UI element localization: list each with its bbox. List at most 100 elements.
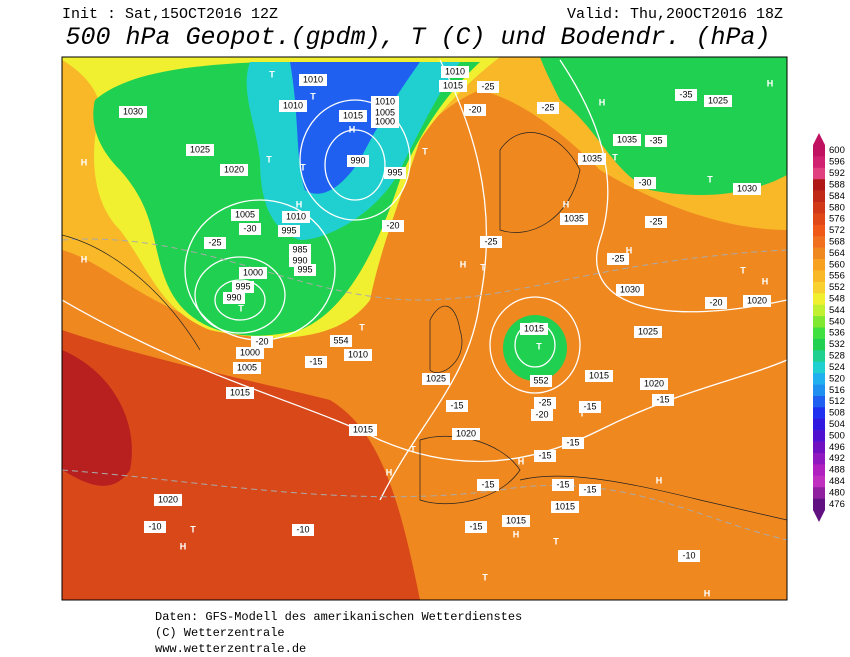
contour-label: -35 [679, 89, 692, 99]
label-box [330, 335, 352, 347]
colorbar-swatch [813, 418, 825, 431]
contour-label: 1015 [506, 515, 526, 525]
contour-label: 1020 [456, 428, 476, 438]
contour-label: -10 [148, 521, 161, 531]
contour-label: 552 [533, 375, 548, 385]
pressure-center: T [300, 162, 306, 172]
colorbar-swatch [813, 384, 825, 397]
contour-label: 554 [333, 335, 348, 345]
contour-label: 1025 [426, 373, 446, 383]
colorbar-label: 584 [829, 191, 845, 202]
colorbar-swatch [813, 270, 825, 283]
colorbar-swatch [813, 498, 825, 511]
label-box [371, 96, 399, 108]
contour-label: -20 [255, 336, 268, 346]
pressure-center: H [518, 456, 525, 466]
label-box [579, 401, 601, 413]
colorbar-label: 576 [829, 214, 845, 225]
label-box [279, 100, 307, 112]
label-box [551, 501, 579, 513]
contour-label: -35 [649, 135, 662, 145]
colorbar-label: 552 [829, 282, 845, 293]
colorbar-label: 544 [829, 305, 845, 316]
contour-label: 1005 [237, 362, 257, 372]
colorbar-cap [813, 510, 825, 522]
colorbar-label: 508 [829, 408, 845, 419]
contour-label: -15 [566, 437, 579, 447]
contour-label: 990 [226, 292, 241, 302]
contour-label: 995 [281, 225, 296, 235]
footer-line: www.wetterzentrale.de [155, 642, 306, 656]
contour-label: -30 [638, 177, 651, 187]
label-box [634, 177, 656, 189]
pressure-center: H [81, 157, 88, 167]
label-box [675, 89, 697, 101]
pressure-center: T [410, 444, 416, 454]
label-box [531, 409, 553, 421]
contour-label: -25 [649, 216, 662, 226]
label-box [292, 524, 314, 536]
label-box [223, 292, 245, 304]
colorbar-label: 548 [829, 294, 845, 305]
pressure-center: H [81, 254, 88, 264]
pressure-center: H [704, 588, 711, 598]
pressure-center: H [386, 467, 393, 477]
label-box [578, 153, 606, 165]
contour-label: 1020 [747, 295, 767, 305]
label-box [534, 450, 556, 462]
label-box [384, 167, 406, 179]
contour-label: -25 [481, 81, 494, 91]
contour-label: 990 [350, 155, 365, 165]
pressure-center: T [359, 322, 365, 332]
contour-label: 1015 [524, 323, 544, 333]
colorbar-label: 516 [829, 385, 845, 396]
map-frame [61, 56, 788, 601]
colorbar-swatch [813, 156, 825, 169]
label-box [562, 437, 584, 449]
colorbar-label: 520 [829, 373, 845, 384]
colorbar-label: 524 [829, 362, 845, 373]
contour-label: 1020 [224, 164, 244, 174]
contour-label: 1035 [617, 134, 637, 144]
label-box [186, 144, 214, 156]
contour-label: 1005 [375, 107, 395, 117]
label-box [465, 521, 487, 533]
colorbar-swatch [813, 452, 825, 465]
colorbar-swatch [813, 179, 825, 191]
zone-blue [290, 62, 420, 194]
colorbar-swatch [813, 293, 825, 305]
label-box [282, 211, 310, 223]
colorbar-label: 484 [829, 476, 845, 487]
contour-label: 995 [235, 281, 250, 291]
label-box [220, 164, 248, 176]
colorbar-swatch [813, 213, 825, 226]
colorbar-swatch [813, 259, 825, 271]
init-time: Init : Sat,15OCT2016 12Z [62, 6, 278, 23]
colorbar-swatch [813, 190, 825, 203]
pressure-center: T [707, 174, 713, 184]
label-box [705, 297, 727, 309]
pressure-center: H [349, 124, 356, 134]
label-box [231, 209, 259, 221]
colorbar-swatch [813, 167, 825, 180]
label-box [537, 102, 559, 114]
colorbar-swatch [813, 350, 825, 363]
contour-label: -20 [535, 409, 548, 419]
label-box [422, 373, 450, 385]
footer-line: (C) Wetterzentrale [155, 626, 285, 640]
label-box [226, 387, 254, 399]
colorbar-label: 572 [829, 225, 845, 236]
contour-label: -15 [450, 400, 463, 410]
pressure-center: T [266, 154, 272, 164]
pressure-center: T [536, 341, 542, 351]
contour-label: 1015 [343, 110, 363, 120]
colorbar-label: 528 [829, 351, 845, 362]
zone-green-ne [540, 57, 787, 195]
contour-label: 1015 [589, 370, 609, 380]
colorbar-swatch [813, 224, 825, 237]
contour-label: 1030 [620, 284, 640, 294]
zone-darkred [62, 350, 132, 486]
colorbar-swatch [813, 487, 825, 499]
